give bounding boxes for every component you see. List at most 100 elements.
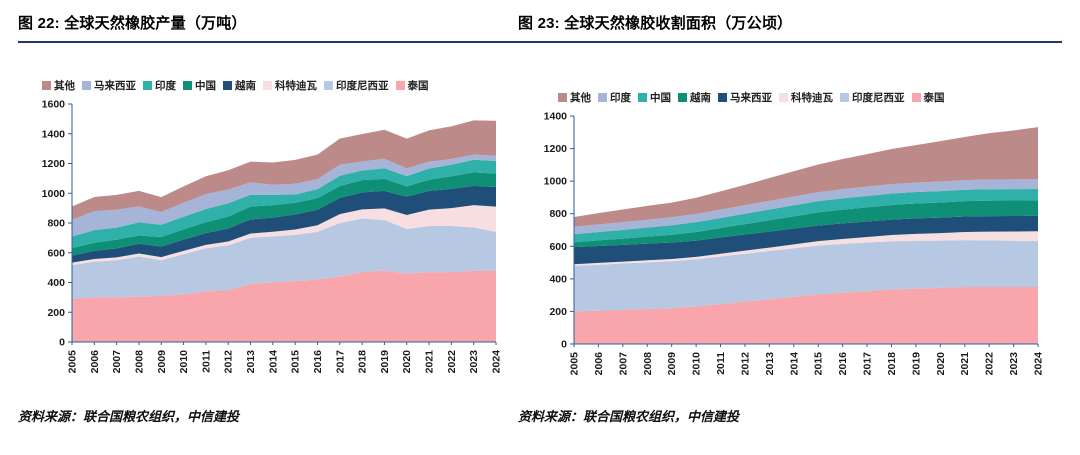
x-tick-label: 2013 [245,350,257,374]
legend-swatch [678,92,687,102]
y-tick-label: 1000 [42,188,66,200]
x-tick-label: 2018 [357,350,369,374]
area-band-印度尼西亚 [574,240,1038,312]
area-band-科特迪瓦 [72,205,496,266]
area-band-中国 [574,188,1038,243]
legend-item-其他: 其他 [42,78,75,93]
y-tick-label: 1200 [42,158,66,170]
figure-22-legend: 其他 马来西亚 印度 中国 越南 科特迪瓦 印度尼西亚 泰国 [42,76,516,94]
source-note-left: 资料来源：联合国粮农组织，中信建投 [18,409,240,424]
x-tick-label: 2017 [862,352,874,376]
figure-23-chart-block: 其他 印度 中国 越南 马来西亚 科特迪瓦 印度尼西亚 泰国 0 200 400 600 800 100… [528,88,1056,400]
x-tick-label: 2014 [788,352,800,376]
legend-swatch [324,80,333,90]
legend-swatch [638,92,647,102]
legend-swatch [558,92,567,102]
x-tick-label: 2024 [1033,352,1045,376]
legend-item-印度尼西亚: 印度尼西亚 [840,90,905,105]
y-tick-label: 800 [47,218,65,230]
y-tick-label: 200 [47,307,65,319]
y-tick-label: 200 [549,306,567,318]
harvest-area-stacked-area-chart: 0 200 400 600 800 1000 1200 1400 2005 2006 2007 200… [544,111,1045,376]
y-tick-label: 400 [549,273,567,285]
y-tick-label: 600 [549,241,567,253]
area-band-越南 [72,185,496,263]
legend-swatch [42,80,51,90]
x-tick-label: 2021 [424,350,436,374]
legend-item-越南: 越南 [678,90,711,105]
x-tick-label: 2014 [267,350,279,374]
x-tick-label: 2009 [666,352,678,376]
x-tick-label: 2006 [89,350,101,374]
legend-item-印度: 印度 [598,90,631,105]
legend-item-中国: 中国 [183,78,216,93]
area-band-其他 [72,120,496,220]
legend-swatch [395,80,405,90]
x-tick-label: 2013 [764,352,776,376]
x-tick-label: 2005 [569,352,581,376]
legend-item-印度: 印度 [143,78,176,93]
y-tick-label: 400 [47,277,65,289]
x-tick-label: 2006 [593,352,605,376]
x-tick-label: 2020 [935,352,947,376]
y-tick-label: 1200 [544,143,568,155]
y-tick-label: 800 [549,208,567,220]
x-tick-label: 2007 [111,350,123,374]
x-tick-label: 2022 [446,350,458,374]
x-tick-label: 2024 [491,350,503,374]
x-tick-label: 2016 [312,350,324,374]
y-tick-label: 1400 [42,128,66,140]
y-tick-label: 600 [47,247,65,259]
legend-swatch [183,80,192,90]
figure-22-title: 图 22: 全球天然橡胶产量（万吨） [18,15,247,32]
x-tick-label: 2020 [401,350,413,374]
x-tick-label: 2018 [886,352,898,376]
y-tick-label: 0 [59,337,65,349]
legend-label: 泰国 [923,91,945,104]
area-band-马来西亚 [72,154,496,237]
y-tick-label: 0 [561,339,567,351]
legend-item-泰国: 泰国 [395,78,429,93]
legend-item-科特迪瓦: 科特迪瓦 [263,78,317,93]
title-divider-rule [18,41,1062,43]
legend-label: 印度 [610,91,631,104]
legend-label: 印度尼西亚 [852,91,905,104]
legend-swatch [82,80,91,90]
legend-item-其他: 其他 [558,90,591,105]
area-band-印度尼西亚 [72,218,496,299]
figure-23-legend: 其他 印度 中国 越南 马来西亚 科特迪瓦 印度尼西亚 泰国 [558,88,1056,106]
legend-item-印度尼西亚: 印度尼西亚 [324,78,389,93]
area-band-其他 [574,127,1038,227]
legend-label: 越南 [235,79,256,92]
source-note-right: 资料来源：联合国粮农组织，中信建投 [518,409,740,424]
x-tick-label: 2010 [178,350,190,374]
legend-item-越南: 越南 [223,78,256,93]
area-band-中国 [72,172,496,256]
legend-label: 中国 [650,91,671,104]
legend-item-科特迪瓦: 科特迪瓦 [779,90,833,105]
x-tick-label: 2022 [984,352,996,376]
legend-item-马来西亚: 马来西亚 [82,78,136,93]
legend-label: 泰国 [407,79,429,92]
legend-label: 其他 [54,79,75,92]
legend-label: 马来西亚 [730,91,772,104]
figure-23-title: 图 23: 全球天然橡胶收割面积（万公顷） [518,15,793,32]
x-tick-label: 2011 [715,352,727,375]
x-tick-label: 2007 [617,352,629,376]
legend-swatch [598,92,607,102]
legend-swatch [223,80,232,90]
legend-label: 印度 [155,79,176,92]
x-tick-label: 2010 [691,352,703,376]
legend-swatch [718,92,727,102]
area-band-科特迪瓦 [574,231,1038,266]
x-tick-label: 2019 [910,352,922,376]
x-tick-label: 2008 [133,350,145,374]
legend-swatch [263,80,272,90]
x-tick-label: 2023 [468,350,480,374]
x-tick-label: 2011 [200,350,212,373]
legend-label: 中国 [195,79,216,92]
legend-label: 马来西亚 [94,79,136,92]
x-tick-label: 2023 [1008,352,1020,376]
legend-label: 其他 [570,91,591,104]
area-band-印度 [72,159,496,248]
